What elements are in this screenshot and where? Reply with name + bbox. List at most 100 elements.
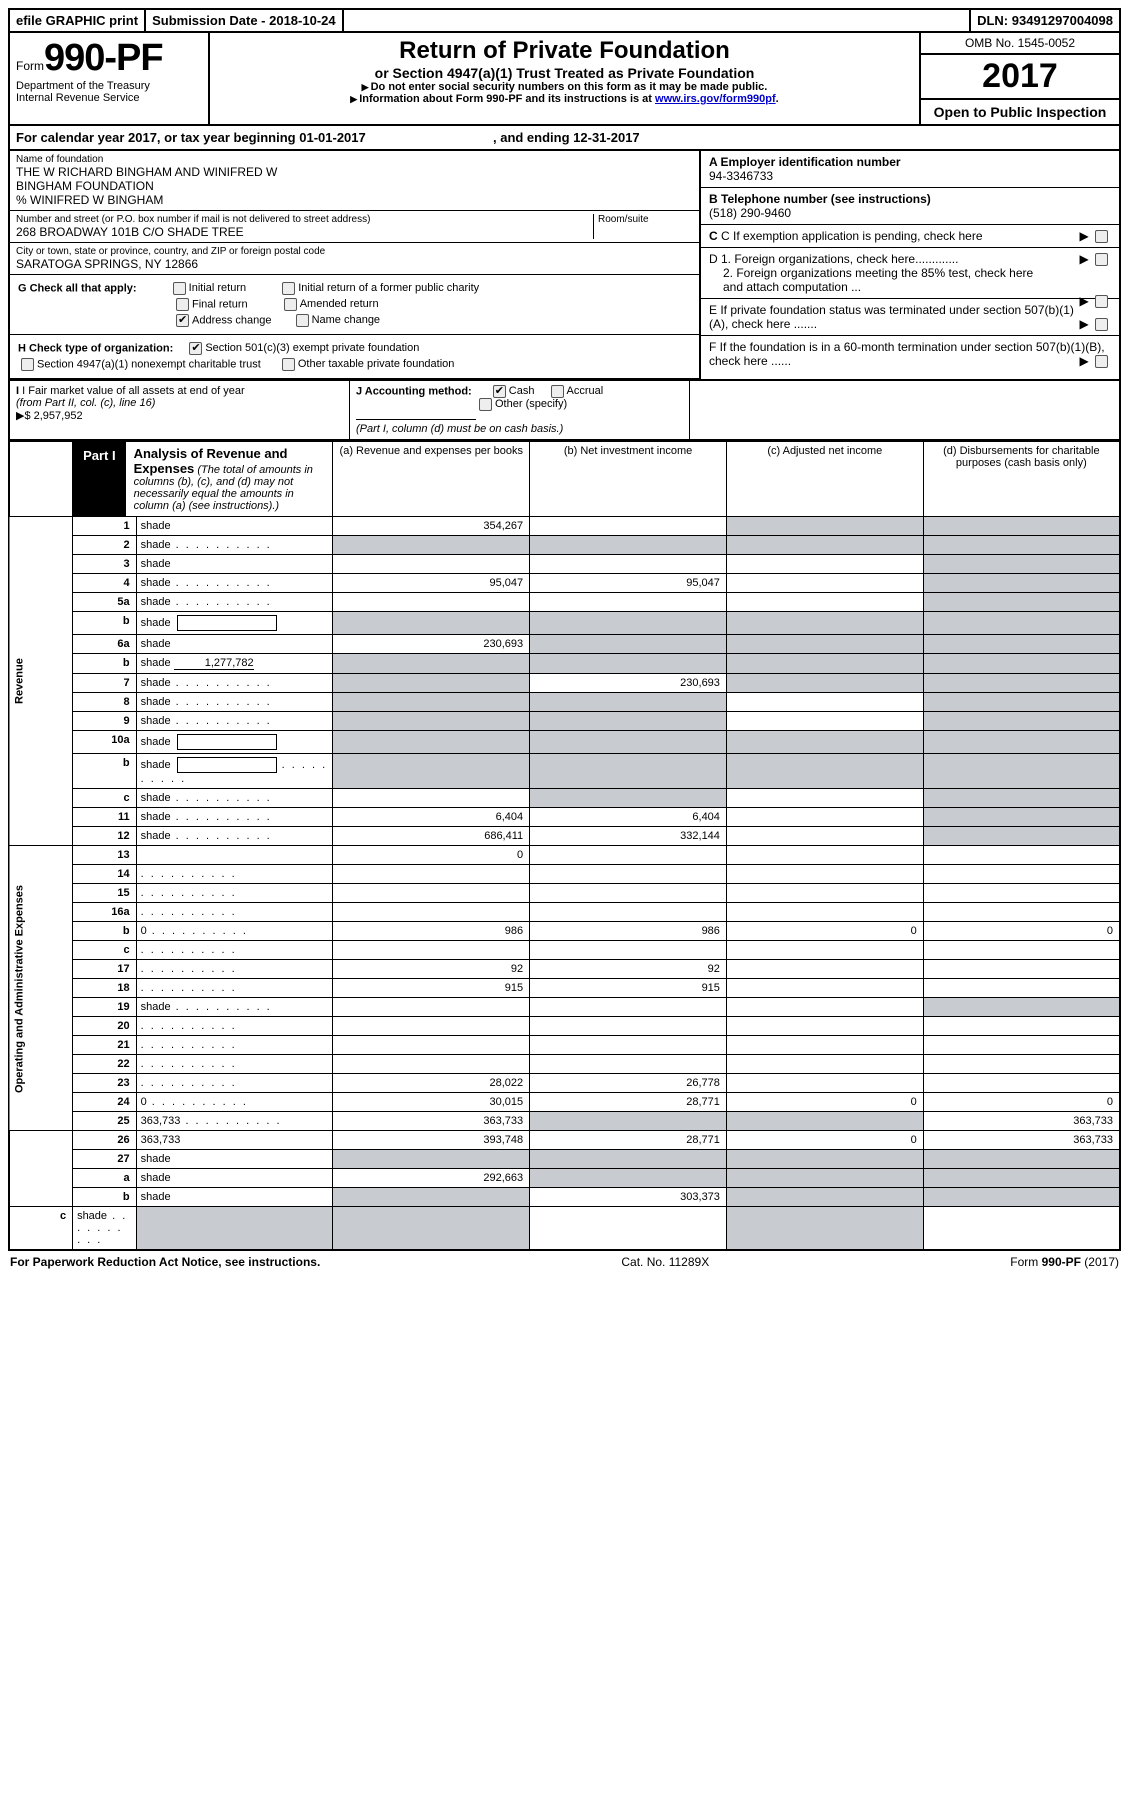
value-cell [333,731,530,754]
value-cell: 28,771 [530,1131,727,1150]
value-cell [923,517,1120,536]
line-description: shade [136,827,333,846]
value-cell [333,712,530,731]
value-cell [923,789,1120,808]
value-cell: 6,404 [530,808,727,827]
line-description: shade [136,693,333,712]
arrow-icon [362,81,371,93]
line-number: 5a [73,593,137,612]
value-cell: 95,047 [333,574,530,593]
value-cell [726,941,923,960]
checkbox-initial-former[interactable] [282,282,295,295]
line-number: 4 [73,574,137,593]
checkbox-4947[interactable] [21,358,34,371]
value-cell [726,517,923,536]
value-cell: 230,693 [333,635,530,654]
value-cell [923,960,1120,979]
col-d-header: (d) Disbursements for charitable purpose… [923,442,1120,517]
value-cell [726,654,923,674]
value-cell [530,654,727,674]
value-cell [923,979,1120,998]
line-description: shade [136,635,333,654]
irs-link[interactable]: www.irs.gov/form990pf [655,93,776,105]
line-number: 18 [73,979,137,998]
table-row: 8shade [9,693,1120,712]
line-number: c [9,1207,73,1251]
submission-cell: Submission Date - 2018-10-24 [146,10,344,31]
checkbox-e[interactable] [1095,318,1108,331]
value-cell [923,1074,1120,1093]
value-cell [726,555,923,574]
checkbox-other-taxable[interactable] [282,358,295,371]
row-i-j: I I Fair market value of all assets at e… [8,381,1121,441]
checkbox-amended[interactable] [284,298,297,311]
value-cell [923,884,1120,903]
table-row: 24030,01528,77100 [9,1093,1120,1112]
line-number: 1 [73,517,137,536]
efile-label: efile GRAPHIC print [10,10,146,31]
line-number: c [73,941,137,960]
line-number: 17 [73,960,137,979]
table-row: 9shade [9,712,1120,731]
checkbox-d1[interactable] [1095,253,1108,266]
value-cell [333,1207,530,1251]
checkbox-name-change[interactable] [296,314,309,327]
value-cell [530,612,727,635]
line-description: 363,733 [136,1131,333,1150]
table-row: 21 [9,1036,1120,1055]
line-description: shade [136,789,333,808]
value-cell [530,1036,727,1055]
checkbox-accrual[interactable] [551,385,564,398]
checkbox-501c3[interactable] [189,342,202,355]
value-cell [530,1055,727,1074]
value-cell [726,536,923,555]
value-cell: 363,733 [923,1131,1120,1150]
section-g: G Check all that apply: Initial return I… [10,275,699,335]
line-number: 10a [73,731,137,754]
checkbox-c[interactable] [1095,230,1108,243]
line-description: shade [136,574,333,593]
checkbox-d2[interactable] [1095,295,1108,308]
value-cell [726,1017,923,1036]
checkbox-cash[interactable] [493,385,506,398]
value-cell [530,789,727,808]
line-number: 22 [73,1055,137,1074]
value-cell [923,1150,1120,1169]
checkbox-f[interactable] [1095,355,1108,368]
line-description: shade [136,1150,333,1169]
line-description: shade [73,1207,137,1251]
value-cell [923,808,1120,827]
line-number: b [73,1188,137,1207]
arrow-icon [350,93,359,105]
value-cell [726,1055,923,1074]
section-f-spill [690,381,1119,439]
line-description: shade [136,731,333,754]
line-number: 23 [73,1074,137,1093]
value-cell [530,1169,727,1188]
line-description [136,1036,333,1055]
line-description [136,960,333,979]
value-cell [530,1207,727,1251]
checkbox-initial-return[interactable] [173,282,186,295]
value-cell [726,731,923,754]
line-number: 26 [73,1131,137,1150]
value-cell [726,865,923,884]
value-cell [726,846,923,865]
checkbox-address-change[interactable] [176,314,189,327]
value-cell [333,693,530,712]
table-row: cshade [9,1207,1120,1251]
checkbox-final-return[interactable] [176,298,189,311]
value-cell [923,941,1120,960]
line-number: 13 [73,846,137,865]
value-cell [923,754,1120,789]
value-cell: 28,771 [530,1093,727,1112]
footer-right: Form 990-PF (2017) [1010,1255,1119,1269]
value-cell: 393,748 [333,1131,530,1150]
line-description [136,1055,333,1074]
value-cell [923,1036,1120,1055]
value-cell [726,693,923,712]
line-number: 27 [73,1150,137,1169]
line-number: b [73,612,137,635]
checkbox-other-method[interactable] [479,398,492,411]
value-cell [726,1188,923,1207]
